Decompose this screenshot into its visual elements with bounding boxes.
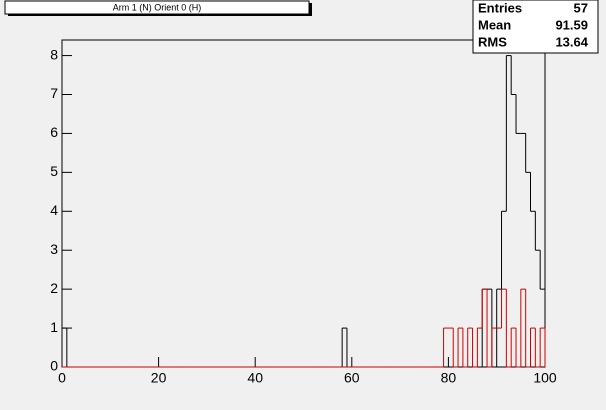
y-tick-label: 5 [50, 163, 58, 179]
stat-value: 91.59 [555, 17, 588, 32]
y-tick-label: 6 [50, 124, 58, 140]
title-box [4, 0, 310, 15]
stat-label: RMS [478, 34, 507, 49]
chart-title: Arm 1 (N) Orient 0 (H) [113, 2, 202, 12]
y-tick-label: 8 [50, 46, 58, 62]
y-tick-label: 4 [50, 202, 58, 218]
stat-value: 57 [574, 0, 588, 15]
y-tick-label: 1 [50, 319, 58, 335]
stats-box [472, 0, 599, 54]
x-tick-label: 80 [441, 370, 457, 386]
plot-frame [61, 39, 546, 368]
y-tick-label: 0 [50, 358, 58, 374]
y-tick-label: 3 [50, 241, 58, 257]
x-tick-label: 0 [58, 370, 66, 386]
x-tick-label: 60 [344, 370, 360, 386]
x-tick-label: 40 [247, 370, 263, 386]
y-tick-label: 7 [50, 85, 58, 101]
stat-value: 13.64 [555, 34, 588, 49]
stat-label: Mean [478, 17, 511, 32]
x-tick-label: 20 [151, 370, 167, 386]
stat-label: Entries [478, 0, 522, 15]
y-tick-label: 2 [50, 280, 58, 296]
x-tick-label: 100 [533, 370, 557, 386]
